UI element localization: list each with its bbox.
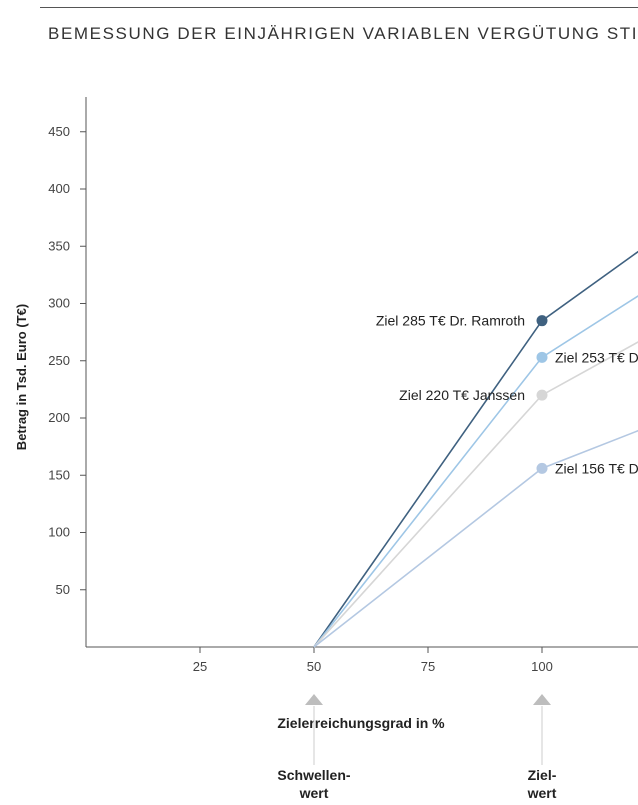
data-label: Ziel 285 T€ Dr. Ramroth	[376, 313, 525, 329]
data-label: Ziel 220 T€ Janssen	[399, 387, 525, 403]
x-tick-label: 75	[421, 659, 435, 674]
series-line	[313, 429, 638, 648]
marker-arrow	[305, 694, 323, 705]
series-line	[313, 295, 638, 648]
marker-arrow	[533, 694, 551, 705]
y-tick-label: 200	[48, 410, 70, 425]
series-line	[313, 250, 638, 648]
x-tick-label: 50	[307, 659, 321, 674]
y-tick-label: 250	[48, 353, 70, 368]
marker-label: Ziel-	[528, 767, 557, 783]
y-tick-label: 150	[48, 467, 70, 482]
data-point	[536, 315, 548, 327]
data-point	[536, 389, 548, 401]
y-tick-label: 300	[48, 296, 70, 311]
data-point	[536, 462, 548, 474]
data-label: Ziel 156 T€ Dr. Schüttrumpf	[555, 460, 638, 476]
data-label: Ziel 253 T€ Dr. Floß	[555, 349, 638, 365]
y-tick-label: 100	[48, 525, 70, 540]
x-axis-label: Zielerreichungsgrad in %	[277, 715, 445, 731]
x-tick-label: 100	[531, 659, 553, 674]
y-tick-label: 400	[48, 181, 70, 196]
marker-label: wert	[299, 785, 329, 801]
y-axis-label: Betrag in Tsd. Euro (T€)	[14, 304, 29, 450]
marker-label: wert	[527, 785, 557, 801]
marker-label: Schwellen-	[277, 767, 350, 783]
chart-title: BEMESSUNG DER EINJÄHRIGEN VARIABLEN VERG…	[48, 24, 638, 43]
y-tick-label: 50	[56, 582, 70, 597]
x-tick-label: 25	[193, 659, 207, 674]
y-tick-label: 450	[48, 124, 70, 139]
series-line	[313, 341, 638, 648]
top-rule	[40, 7, 638, 8]
data-point	[536, 351, 548, 363]
y-tick-label: 350	[48, 238, 70, 253]
